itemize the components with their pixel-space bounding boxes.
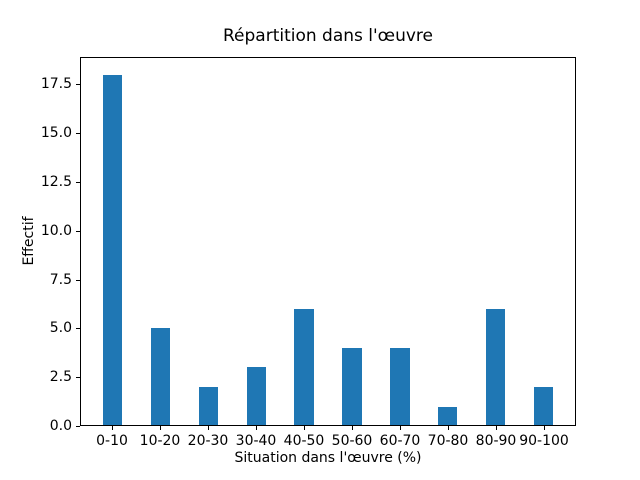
x-tick-label: 50-60 (331, 433, 373, 449)
x-tick-mark (304, 426, 305, 430)
y-tick-mark (76, 84, 80, 85)
x-tick-label: 40-50 (283, 433, 325, 449)
y-tick-label: 0.0 (49, 418, 72, 434)
y-tick-mark (76, 328, 80, 329)
bar-20-30 (198, 387, 218, 426)
bar-40-50 (294, 308, 314, 426)
y-tick-label: 2.5 (49, 369, 72, 385)
bar-80-90 (486, 308, 506, 426)
y-tick-mark (76, 133, 80, 134)
bar-90-100 (534, 387, 554, 426)
x-tick-mark (352, 426, 353, 430)
x-axis-label: Situation dans l'œuvre (%) (234, 450, 422, 466)
y-tick-mark (76, 377, 80, 378)
y-tick-mark (76, 231, 80, 232)
y-tick-label: 10.0 (40, 223, 72, 239)
x-tick-label: 80-90 (475, 433, 517, 449)
bar-10-20 (150, 328, 170, 426)
y-tick-label: 15.0 (40, 125, 72, 141)
x-tick-mark (400, 426, 401, 430)
y-tick-mark (76, 182, 80, 183)
x-tick-label: 20-30 (187, 433, 229, 449)
x-tick-label: 0-10 (96, 433, 128, 449)
x-tick-mark (112, 426, 113, 430)
y-tick-mark (76, 426, 80, 427)
x-tick-mark (256, 426, 257, 430)
plot-area-frame (80, 57, 576, 426)
x-tick-mark (544, 426, 545, 430)
bar-60-70 (390, 347, 410, 426)
bar-50-60 (342, 347, 362, 426)
x-tick-mark (448, 426, 449, 430)
y-tick-label: 12.5 (40, 174, 72, 190)
y-tick-label: 5.0 (49, 320, 72, 336)
x-tick-label: 30-40 (235, 433, 277, 449)
x-tick-label: 90-100 (519, 433, 569, 449)
x-tick-label: 60-70 (379, 433, 421, 449)
x-tick-mark (208, 426, 209, 430)
x-tick-label: 70-80 (427, 433, 469, 449)
x-tick-mark (496, 426, 497, 430)
chart-title: Répartition dans l'œuvre (222, 26, 433, 46)
bar-0-10 (102, 74, 122, 426)
bar-70-80 (438, 406, 458, 426)
y-tick-label: 17.5 (40, 76, 72, 92)
y-tick-mark (76, 280, 80, 281)
x-tick-label: 10-20 (139, 433, 181, 449)
x-tick-mark (160, 426, 161, 430)
y-tick-label: 7.5 (49, 272, 72, 288)
bar-30-40 (246, 367, 266, 426)
